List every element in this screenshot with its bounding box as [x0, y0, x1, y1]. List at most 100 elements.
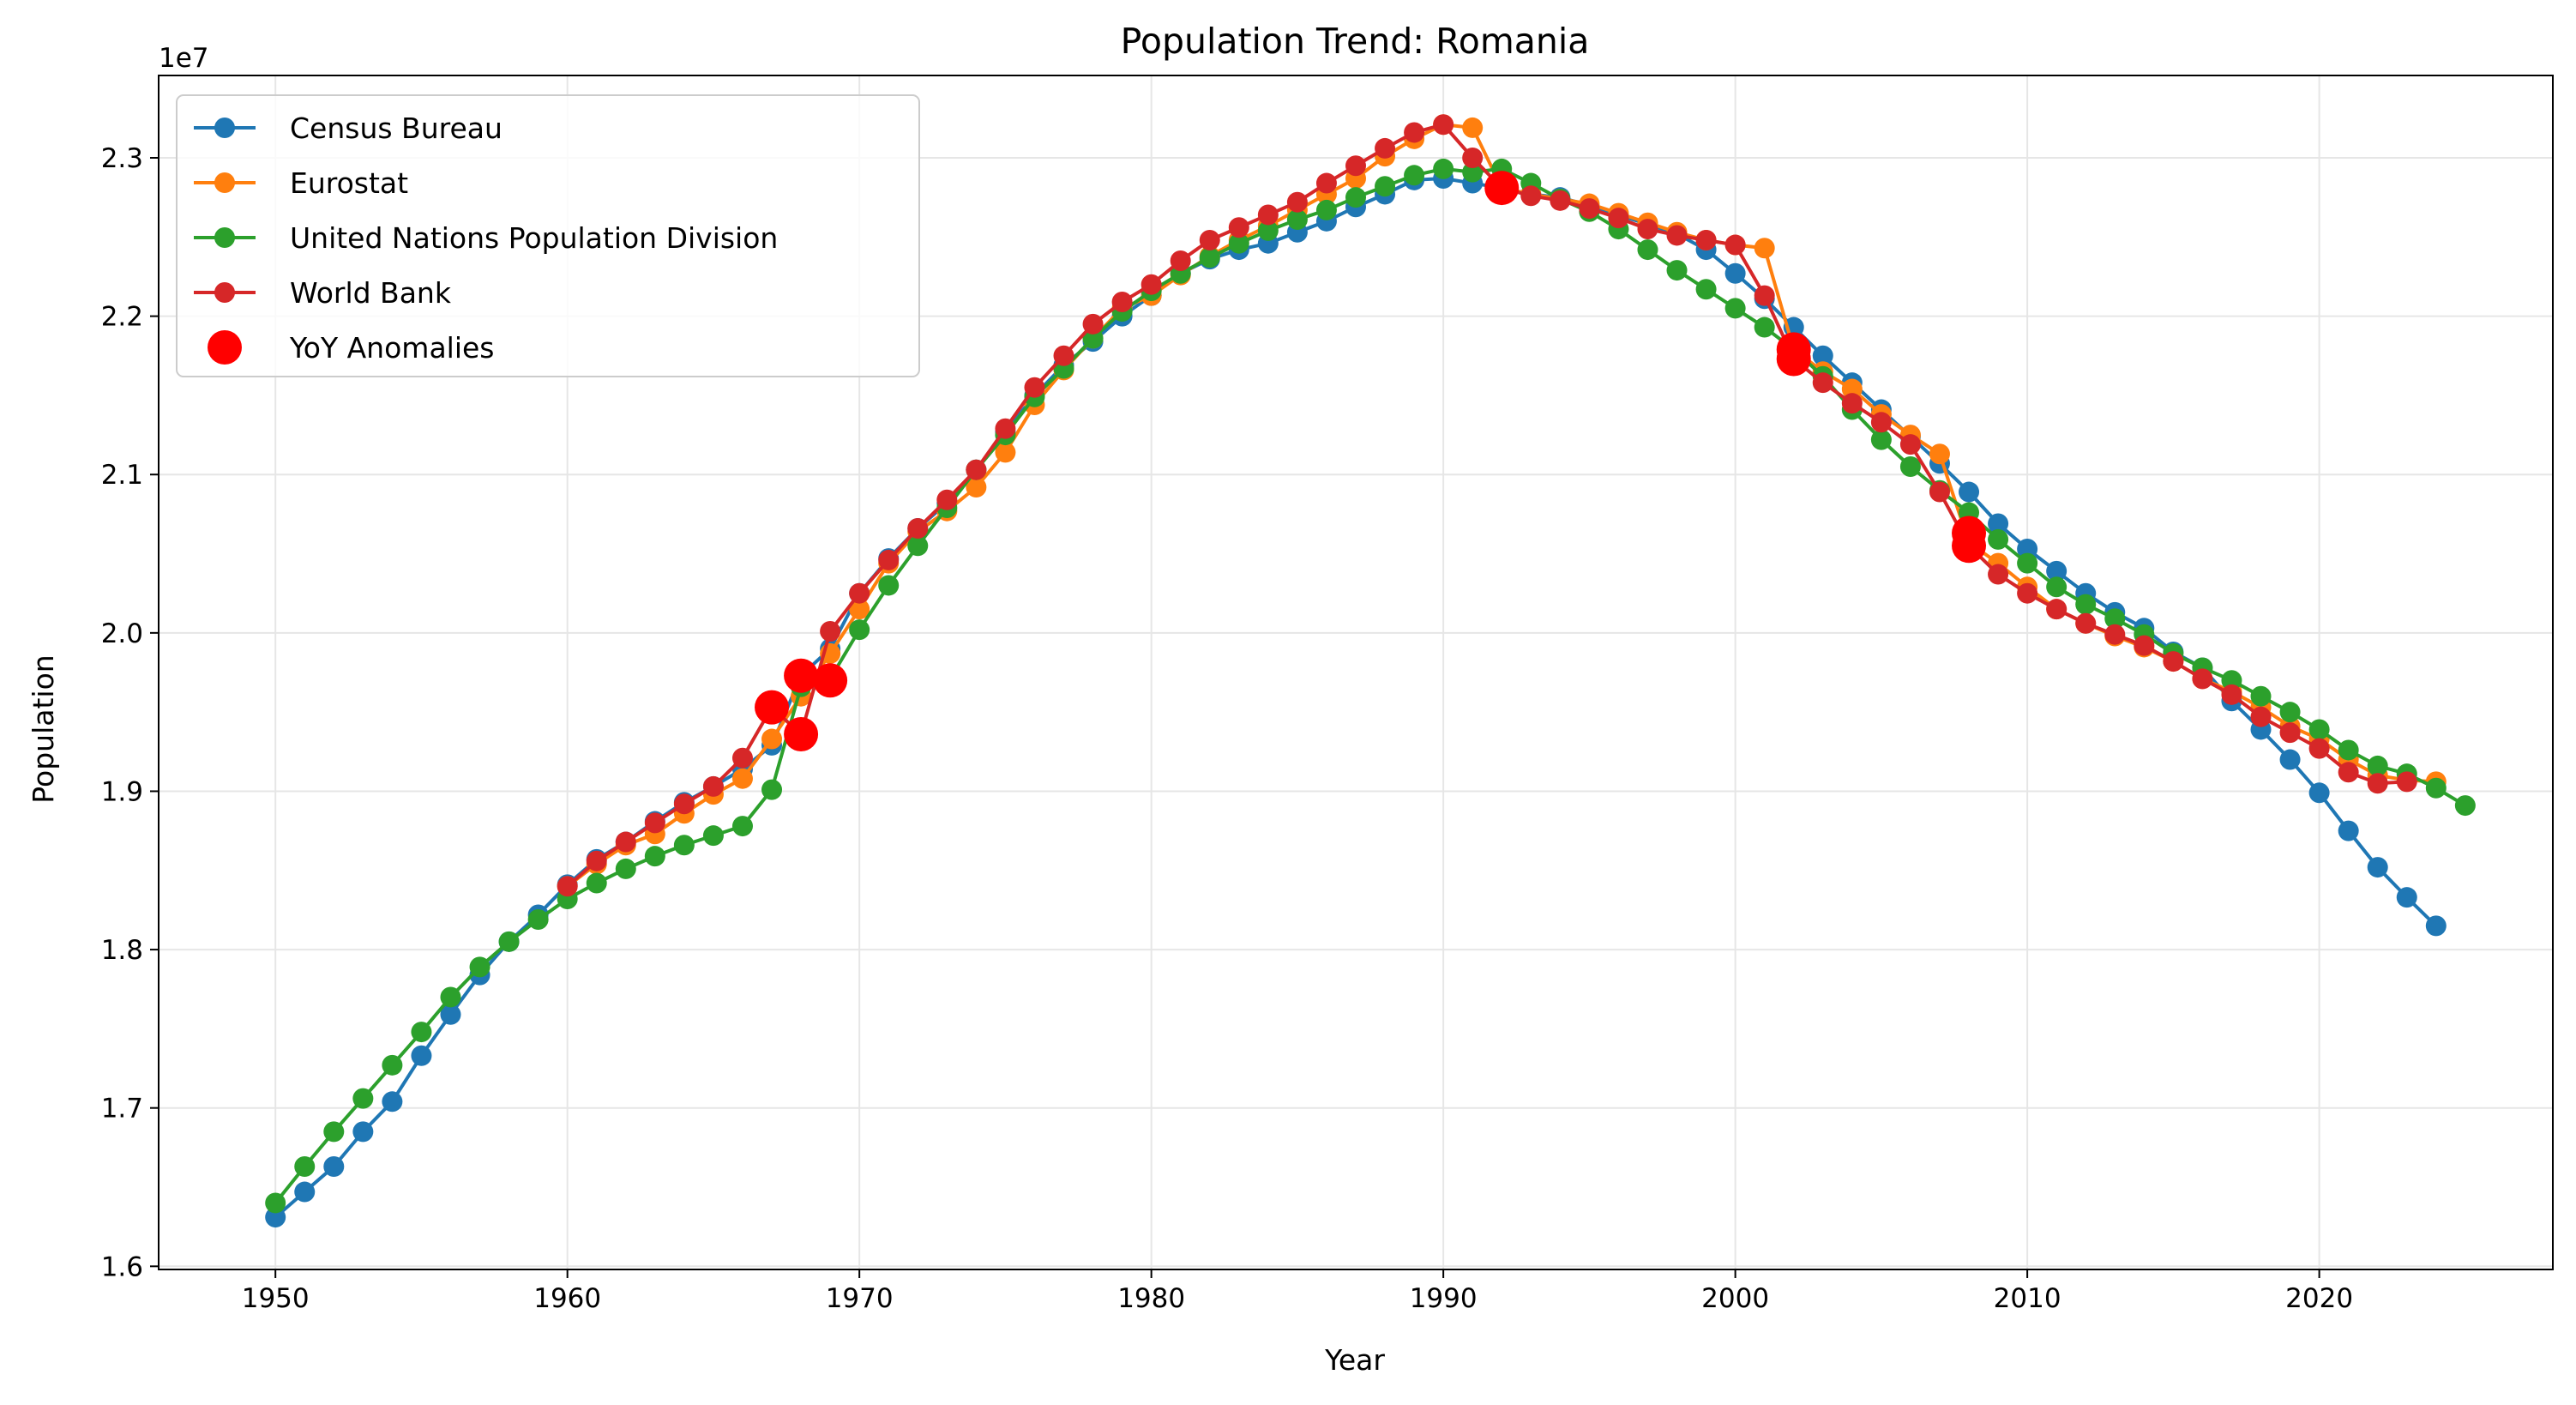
census-bureau-point: [352, 1121, 374, 1143]
y-tick-label: 1.7: [101, 1094, 143, 1125]
united-nations-population-division-point: [761, 779, 783, 800]
united-nations-population-division-point: [1754, 317, 1775, 338]
world-bank-point: [586, 850, 607, 871]
census-bureau-point: [440, 1004, 461, 1025]
united-nations-population-division-point: [2104, 608, 2126, 630]
united-nations-population-division-point: [1315, 199, 1337, 220]
eurostat-point: [1841, 378, 1863, 400]
census-bureau-point: [382, 1091, 403, 1113]
united-nations-population-division-point: [2221, 670, 2242, 691]
united-nations-population-division-point: [1637, 239, 1658, 261]
world-bank-point: [2396, 771, 2417, 793]
united-nations-population-division-point: [2017, 552, 2038, 574]
united-nations-population-division-point: [1988, 528, 2009, 550]
united-nations-population-division-point: [644, 846, 665, 867]
united-nations-population-division-point: [440, 986, 461, 1008]
united-nations-population-division-point: [2454, 795, 2476, 817]
eurostat-point: [849, 599, 870, 620]
world-bank-point: [1433, 114, 1454, 136]
legend-label: Eurostat: [290, 166, 408, 200]
united-nations-population-division-point: [849, 619, 870, 641]
united-nations-population-division-point: [1433, 158, 1454, 179]
united-nations-population-division-point: [1375, 176, 1396, 197]
census-bureau-point: [2308, 782, 2330, 804]
world-bank-point: [1345, 155, 1366, 177]
united-nations-population-division-point: [615, 858, 636, 879]
world-bank-point: [1257, 204, 1279, 226]
united-nations-population-division-point: [731, 816, 753, 837]
world-bank-point: [966, 459, 987, 480]
world-bank-point: [2104, 624, 2126, 645]
united-nations-population-division-point: [2046, 576, 2067, 598]
world-bank-point: [878, 549, 900, 570]
world-bank-point: [673, 793, 695, 815]
legend-marker: [214, 282, 235, 303]
united-nations-population-division-point: [1462, 161, 1484, 183]
united-nations-population-division-point: [323, 1121, 345, 1143]
united-nations-population-division-point: [2250, 685, 2272, 707]
world-bank-point: [644, 812, 665, 834]
world-bank-point: [557, 876, 578, 897]
census-bureau-point: [2425, 915, 2447, 937]
world-bank-point: [2221, 684, 2242, 705]
united-nations-population-division-point: [2075, 594, 2097, 615]
x-tick-label: 1970: [826, 1283, 894, 1314]
eurostat-point: [761, 728, 783, 750]
world-bank-point: [2017, 582, 2038, 604]
world-bank-point: [2338, 762, 2359, 783]
census-bureau-point: [1959, 481, 1980, 503]
united-nations-population-division-point: [2367, 755, 2388, 776]
x-tick-label: 1990: [1410, 1283, 1478, 1314]
anomaly-point: [1484, 171, 1520, 206]
eurostat-point: [1754, 238, 1775, 259]
world-bank-point: [1053, 345, 1074, 366]
legend-marker: [214, 227, 235, 248]
anomaly-point: [1952, 528, 1987, 564]
census-bureau-point: [2396, 887, 2417, 908]
eurostat-point: [1462, 117, 1484, 138]
legend-label: United Nations Population Division: [290, 221, 778, 255]
legend-marker: [214, 172, 235, 193]
united-nations-population-division-point: [1695, 279, 1717, 300]
world-bank-point: [1666, 225, 1688, 246]
united-nations-population-division-point: [2308, 719, 2330, 740]
census-bureau-point: [265, 1207, 286, 1228]
axes-frame: [158, 75, 2554, 1270]
y-tick-label: 2.1: [101, 460, 143, 491]
world-bank-point: [1870, 412, 1892, 433]
world-bank-point: [2163, 651, 2184, 672]
world-bank-point: [1520, 185, 1542, 207]
world-bank-point: [849, 582, 870, 604]
world-bank-point: [1315, 172, 1337, 194]
united-nations-population-division-point: [411, 1022, 432, 1043]
legend-box: [176, 94, 920, 377]
world-bank-point: [1899, 434, 1921, 455]
y-tick-label: 2.0: [101, 618, 143, 649]
united-nations-population-division-point: [469, 956, 491, 978]
united-nations-population-division-point: [352, 1088, 374, 1109]
plot-area: [265, 114, 2476, 1228]
x-tick-label: 1960: [533, 1283, 601, 1314]
world-bank-point: [1550, 190, 1571, 211]
united-nations-population-division-point: [1199, 247, 1220, 268]
world-bank-point: [1199, 230, 1220, 250]
census-bureau-point: [1812, 345, 1833, 366]
world-bank-point: [2279, 722, 2301, 744]
world-bank-point: [615, 831, 636, 853]
world-bank-point: [1608, 208, 1629, 229]
census-bureau-point: [2046, 560, 2067, 582]
world-bank-point: [1754, 285, 1775, 306]
united-nations-population-division-point: [382, 1054, 403, 1076]
united-nations-population-division-point: [1870, 429, 1892, 450]
y-axis-label: Population: [27, 654, 60, 803]
world-bank-point: [1082, 313, 1104, 335]
united-nations-population-division-point: [294, 1156, 316, 1177]
y-tick-label: 2.3: [101, 143, 143, 174]
united-nations-population-division-point: [1228, 232, 1249, 254]
world-bank-point: [2308, 738, 2330, 759]
anomaly-point: [784, 717, 819, 751]
world-bank-point: [820, 621, 841, 642]
world-bank-point: [2134, 635, 2155, 656]
united-nations-population-division-point: [1899, 456, 1921, 477]
census-bureau-point: [2338, 820, 2359, 841]
